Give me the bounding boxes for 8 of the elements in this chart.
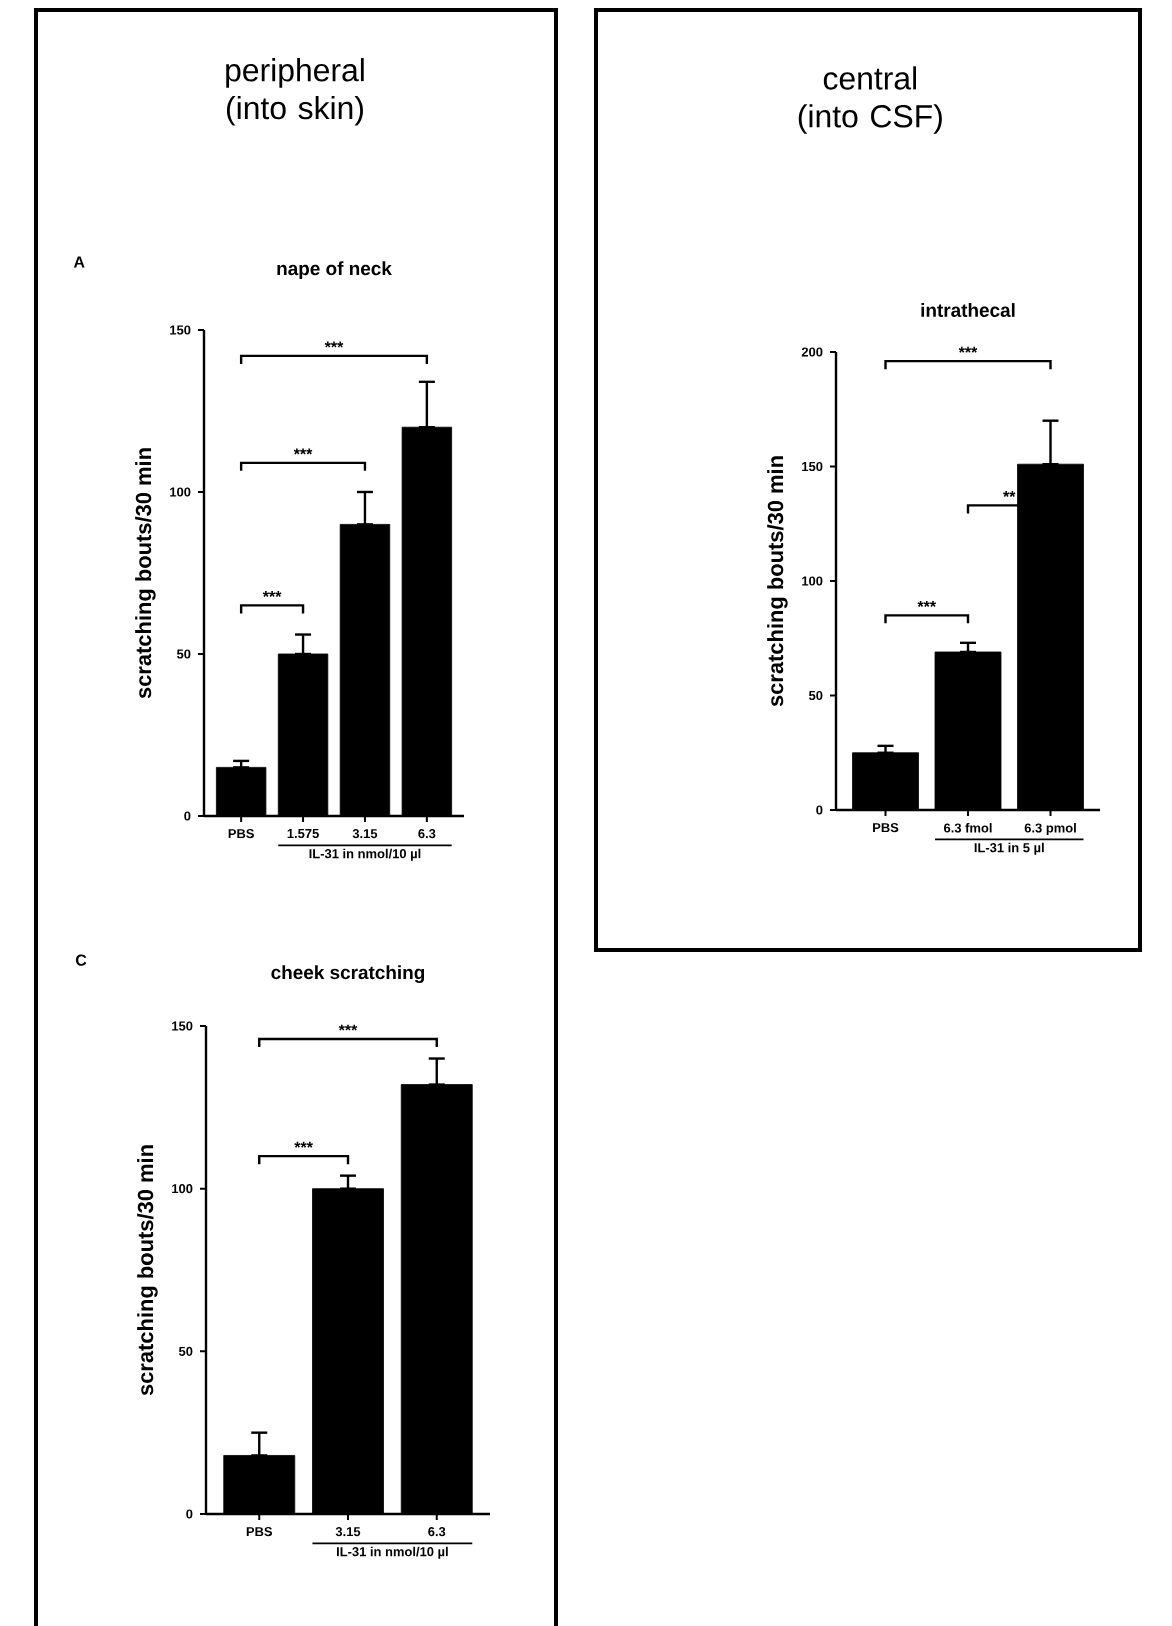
y-axis-title: scratching bouts/30 min [135, 448, 156, 699]
chart-title: cheek scratching [271, 965, 425, 983]
chart-title: nape of neck [277, 261, 392, 279]
y-axis-title: scratching bouts/30 min [767, 456, 788, 707]
chart-title: intrathecal [921, 303, 1015, 317]
text: peripheral (into skin) [226, 58, 364, 126]
text: central (into CSF) [798, 66, 942, 134]
y-axis-title: scratching bouts/30 min [137, 1145, 158, 1396]
